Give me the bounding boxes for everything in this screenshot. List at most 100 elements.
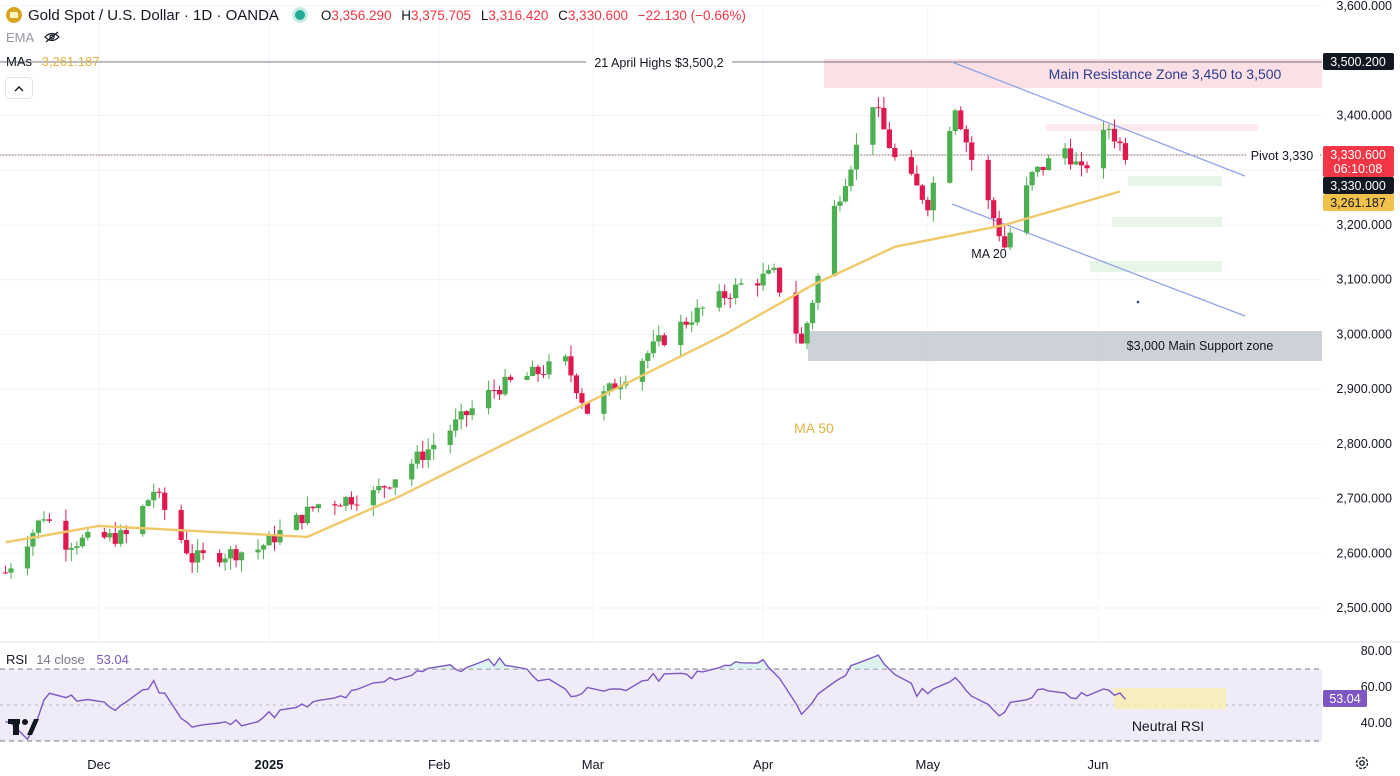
candle-body (118, 530, 124, 544)
candle-body (606, 383, 612, 392)
candle-body (612, 383, 618, 390)
candle-body (387, 487, 393, 489)
candle-body (293, 514, 300, 530)
candle-body (601, 391, 607, 414)
candle-body (217, 553, 223, 563)
candle-body (656, 335, 662, 342)
low-value: 3,316.420 (488, 7, 549, 23)
high-price-tag (1323, 53, 1394, 70)
mas-label[interactable]: MAs (6, 54, 32, 69)
hidden-eye-icon[interactable] (43, 31, 60, 43)
small-resistance-box (1046, 124, 1258, 131)
pivot-label-bg (1246, 147, 1318, 164)
last-price-tag (1323, 146, 1394, 177)
candle-body (343, 497, 349, 507)
time-tick-label: May (916, 757, 941, 772)
candle-body (414, 451, 420, 464)
candle-body (156, 491, 162, 493)
rsi-price-tag-text: 53.04 (1329, 692, 1360, 706)
candle-body (892, 147, 898, 158)
candle-body (716, 291, 722, 308)
symbol-header[interactable]: Gold Spot / U.S. Dollar · 1D · OANDA O3,… (6, 4, 746, 26)
candle-body (683, 321, 689, 325)
price-grid (0, 5, 1322, 641)
candle-body (447, 430, 453, 445)
settings-gear-icon[interactable] (1354, 755, 1370, 771)
rsi-indicator-row[interactable]: RSI 14 close 53.04 (6, 652, 129, 667)
time-axis[interactable]: Dec 2025 Feb Mar Apr May Jun (87, 757, 1108, 772)
rsi-axis[interactable]: 40.00 60.00 80.00 (1361, 644, 1392, 730)
mas-value: 3,261.187 (41, 54, 100, 69)
candle-body (930, 182, 936, 211)
price-tick-label: 3,000.000 (1336, 327, 1392, 341)
candle-body (420, 451, 426, 461)
candle-body (870, 107, 876, 145)
candle-body (584, 402, 591, 414)
price-tick-label: 3,400.000 (1336, 108, 1392, 122)
gold-logo-icon (6, 7, 22, 23)
candle-body (925, 199, 931, 211)
rsi-label[interactable]: RSI (6, 652, 28, 667)
candles (2, 97, 1129, 579)
price-tick-label: 2,500.000 (1336, 601, 1392, 615)
candle-body (63, 520, 69, 550)
candle-body (804, 323, 810, 344)
ma20-label: MA 20 (971, 247, 1006, 261)
ema-indicator-row[interactable]: EMA (6, 30, 60, 45)
candle-body (1122, 143, 1129, 160)
candle-body (755, 283, 761, 286)
candle-body (1106, 128, 1112, 130)
candle-body (760, 273, 766, 286)
countdown-text: 06:10:08 (1334, 162, 1383, 176)
candle-body (815, 275, 821, 303)
candle-body (694, 307, 700, 323)
rsi-value: 53.04 (96, 652, 129, 667)
candle-body (315, 504, 322, 509)
candle-body (809, 302, 816, 324)
rsi-tick-label: 80.00 (1361, 644, 1392, 658)
candle-body (579, 393, 585, 403)
candle-body (1078, 161, 1085, 166)
candle-body (661, 335, 667, 346)
collapse-indicators-button[interactable] (5, 77, 33, 99)
tradingview-logo-icon[interactable] (8, 717, 40, 737)
candle-body (162, 492, 168, 510)
candle-body (914, 173, 920, 186)
candle-body (969, 142, 975, 160)
candle-body (145, 500, 151, 506)
candle-body (260, 545, 267, 550)
ema-label[interactable]: EMA (6, 30, 35, 45)
candle-body (1117, 141, 1123, 144)
mas-indicator-row[interactable]: MAs 3,261.187 (6, 54, 99, 69)
ma50-label: MA 50 (794, 420, 834, 436)
candle-body (35, 520, 42, 533)
candle-body (678, 321, 684, 346)
ohlc-values: O3,356.290 H3,375.705 L3,316.420 C3,330.… (321, 8, 746, 23)
symbol-title[interactable]: Gold Spot / U.S. Dollar · 1D · OANDA (28, 6, 279, 24)
candle-body (722, 291, 728, 299)
candle-body (524, 376, 530, 380)
candle-body (689, 322, 695, 325)
candle-body (370, 490, 376, 506)
candle-body (875, 107, 881, 109)
green-zone-3 (1090, 261, 1222, 272)
pivot-price-tag-text: 3,330.000 (1330, 179, 1386, 193)
rsi-params: 14 close (36, 652, 85, 667)
price-tick-label: 2,900.000 (1336, 382, 1392, 396)
candle-body (337, 505, 343, 507)
candle-body (738, 283, 744, 285)
candle-body (348, 497, 354, 505)
candle-body (1035, 166, 1041, 172)
candle-body (1073, 161, 1079, 165)
candle-body (453, 419, 459, 431)
price-axis[interactable]: 2,500.000 2,600.000 2,700.000 2,800.000 2,90… (1336, 0, 1392, 615)
rsi-price-tag (1323, 690, 1367, 707)
resistance-zone (824, 59, 1322, 88)
ma50-line (5, 190, 1121, 544)
candle-body (1029, 171, 1035, 186)
candle-body (266, 534, 272, 546)
candle-body (908, 157, 914, 174)
candle-body (178, 509, 184, 541)
candle-body (354, 504, 360, 506)
